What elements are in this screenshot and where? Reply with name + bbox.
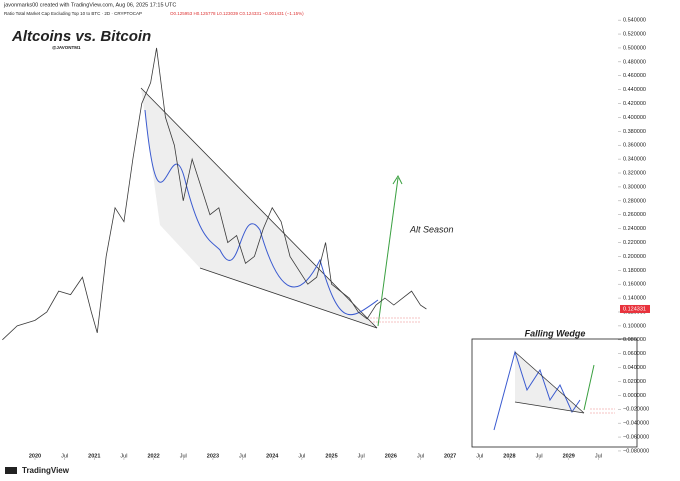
inset-wedge-upper	[514, 351, 585, 414]
y-tick-label: 0.260000	[623, 212, 646, 218]
inset-arrow	[583, 364, 595, 411]
x-tick-label: 2028	[503, 453, 515, 459]
y-tick-label: 0.400000	[623, 115, 646, 121]
y-tick-label: 0.480000	[623, 59, 646, 65]
y-tick-label: 0.180000	[623, 268, 646, 274]
x-tick-label: 2024	[266, 453, 279, 459]
ohlc: O0.125953 H0.125778 L0.123039 C0.124331 …	[170, 11, 304, 16]
y-tick-label: 0.360000	[623, 143, 646, 149]
y-tick-label: −0.080000	[623, 448, 649, 454]
x-tick-label: 2023	[207, 453, 219, 459]
inset-zigzag	[493, 350, 581, 431]
x-tick-label: 2021	[88, 453, 100, 459]
y-tick-label: 0.080000	[623, 337, 646, 343]
price-line	[2, 47, 427, 341]
header: javonmarks00 created with TradingView.co…	[3, 2, 176, 8]
y-tick-label: 0.340000	[623, 157, 646, 163]
x-tick-label: 2029	[563, 453, 575, 459]
annotation: Alt Season	[409, 224, 454, 234]
y-tick-label: 0.220000	[623, 240, 646, 246]
y-tick-label: 0.040000	[623, 365, 646, 371]
moving-average	[144, 109, 379, 316]
y-tick-label: 0.440000	[623, 87, 646, 93]
y-tick-label: −0.020000	[623, 407, 649, 413]
y-tick-label: 0.280000	[623, 198, 646, 204]
x-tick-label: Jul	[180, 453, 187, 459]
x-tick-label: Jul	[239, 453, 246, 459]
y-tick-label: 0.500000	[623, 45, 646, 51]
x-tick-label: 2026	[385, 453, 397, 459]
y-tick-label: 0.200000	[623, 254, 646, 260]
y-tick-label: −0.040000	[623, 421, 649, 427]
x-tick-label: Jul	[476, 453, 483, 459]
y-tick-label: 0.140000	[623, 296, 646, 302]
logo	[5, 467, 17, 474]
y-tick-label: 0.060000	[623, 351, 646, 357]
y-tick-label: 0.320000	[623, 170, 646, 176]
x-tick-label: Jul	[358, 453, 365, 459]
y-tick-label: −0.060000	[623, 435, 649, 441]
y-tick-label: 0.380000	[623, 129, 646, 135]
y-tick-label: 0.160000	[623, 282, 646, 288]
x-tick-label: Jul	[536, 453, 543, 459]
last-price-label: 0.124331	[623, 306, 646, 312]
x-tick-label: Jul	[61, 453, 68, 459]
x-tick-label: 2022	[147, 453, 159, 459]
footer: TradingView	[22, 466, 70, 475]
handle: @JAVONTM1	[52, 45, 81, 50]
y-tick-label: 0.020000	[623, 379, 646, 385]
wedge-lower	[199, 267, 378, 329]
subtitle: Ratio Total Market Cap Excluding Top 10 …	[4, 11, 142, 16]
y-tick-label: 0.000000	[623, 393, 646, 399]
chart-title: Altcoins vs. Bitcoin	[11, 28, 151, 45]
arrow-head	[392, 174, 403, 185]
y-tick-label: 0.520000	[623, 32, 646, 38]
inset-wedge-lower	[514, 401, 585, 414]
x-tick-label: 2027	[444, 453, 456, 459]
y-tick-label: 0.240000	[623, 226, 646, 232]
y-tick-label: 0.300000	[623, 184, 646, 190]
y-tick-label: 0.540000	[623, 18, 646, 24]
last-price-tag	[620, 304, 650, 313]
x-tick-label: Jul	[120, 453, 127, 459]
wedge-upper	[140, 87, 378, 329]
y-tick-label: 0.100000	[623, 323, 646, 329]
y-tick-label: 0.420000	[623, 101, 646, 107]
x-tick-label: 2025	[325, 453, 337, 459]
annotation: Falling Wedge	[525, 328, 586, 338]
x-tick-label: Jul	[298, 453, 305, 459]
x-tick-label: Jul	[595, 453, 602, 459]
x-tick-label: Jul	[417, 453, 424, 459]
y-tick-label: 0.460000	[623, 73, 646, 79]
x-tick-label: 2020	[29, 453, 41, 459]
